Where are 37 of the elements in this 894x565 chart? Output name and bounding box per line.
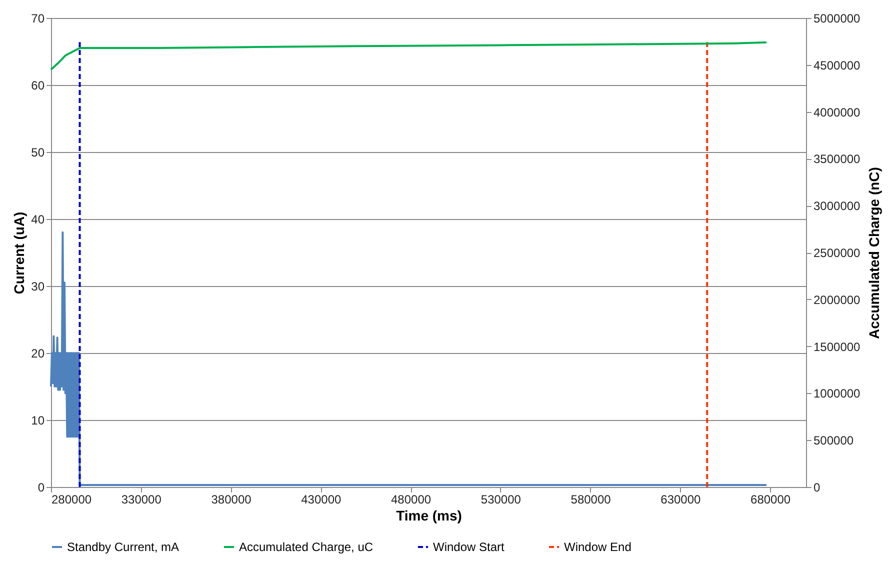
y-tick-label: 20 bbox=[31, 346, 45, 360]
x-tick-label: 480000 bbox=[391, 492, 432, 506]
x-tick-label: 530000 bbox=[480, 492, 522, 506]
x-tick-label: 630000 bbox=[660, 492, 702, 506]
x-tick-label: 280000 bbox=[52, 492, 92, 506]
x-tick-label: 380000 bbox=[211, 492, 252, 506]
y2-tick-label: 2500000 bbox=[814, 246, 861, 260]
y-tick-label: 60 bbox=[31, 78, 45, 92]
y-tick-label: 0 bbox=[38, 480, 45, 494]
y-tick-label: 10 bbox=[31, 414, 45, 428]
legend-label: Window Start bbox=[433, 540, 506, 554]
y-axis-title: Current (uA) bbox=[11, 212, 28, 294]
y2-tick-label: 4000000 bbox=[814, 105, 861, 120]
y2-tick-label: 3500000 bbox=[814, 152, 861, 166]
legend-label: Accumulated Charge, uC bbox=[239, 540, 374, 554]
y2-axis-title: Accumulated Charge (nC) bbox=[866, 167, 882, 339]
legend-label: Standby Current, mA bbox=[67, 540, 180, 554]
y-tick-label: 40 bbox=[31, 212, 45, 226]
y2-tick-label: 0 bbox=[814, 480, 820, 494]
y-tick-label: 70 bbox=[31, 12, 45, 26]
x-axis-title: Time (ms) bbox=[396, 508, 462, 524]
x-tick-label: 580000 bbox=[570, 492, 612, 506]
x-tick-label: 330000 bbox=[121, 492, 162, 506]
line-series bbox=[50, 231, 768, 486]
y-tick-label: 50 bbox=[31, 146, 45, 160]
y2-tick-label: 1500000 bbox=[814, 340, 861, 354]
y-tick-label: 30 bbox=[31, 280, 45, 294]
y2-tick-label: 5000000 bbox=[814, 12, 861, 26]
legend-label: Window End bbox=[564, 540, 632, 554]
y2-tick-label: 500000 bbox=[814, 434, 854, 448]
y2-tick-label: 2000000 bbox=[814, 292, 861, 307]
y2-tick-label: 4500000 bbox=[814, 58, 861, 72]
y2-tick-label: 1000000 bbox=[814, 386, 861, 401]
x-tick-label: 680000 bbox=[750, 492, 791, 506]
y2-tick-label: 3000000 bbox=[814, 199, 861, 214]
line-series bbox=[50, 41, 768, 71]
x-tick-label: 430000 bbox=[301, 492, 342, 506]
